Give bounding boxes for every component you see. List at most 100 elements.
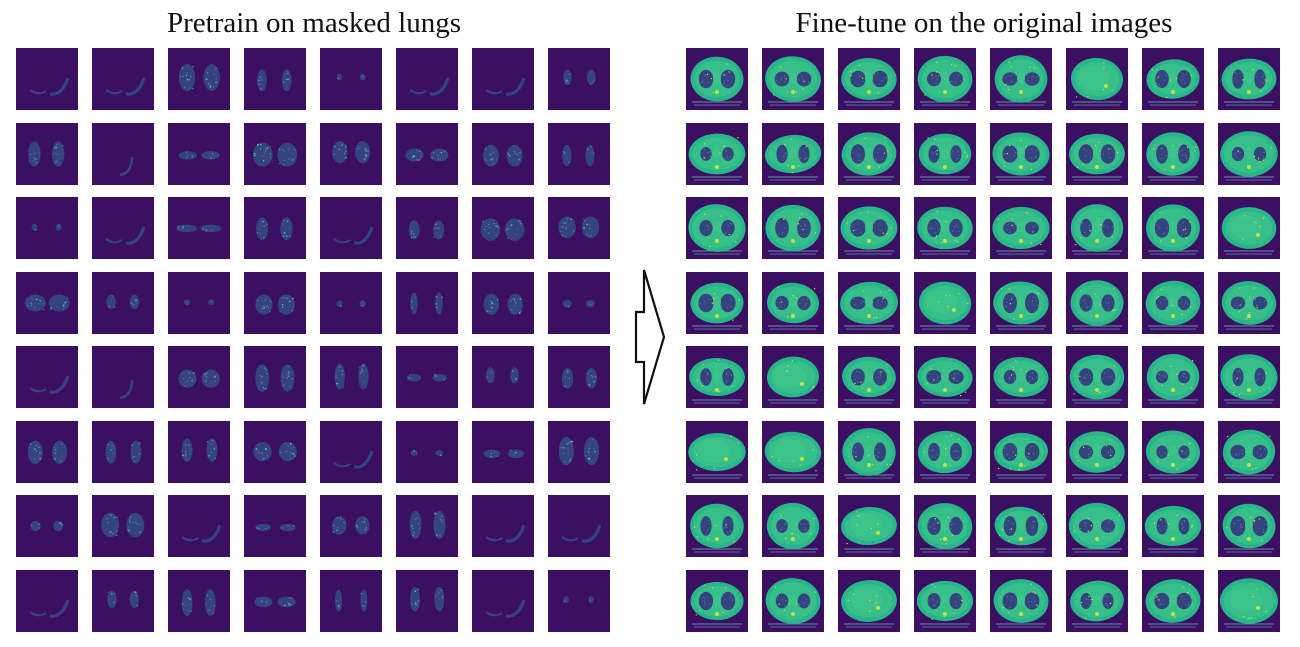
ct-scan-thumbnail	[762, 346, 824, 408]
masked-lung-thumbnail	[92, 346, 154, 408]
masked-lung-thumbnail	[168, 569, 230, 632]
masked-lung-thumbnail	[16, 48, 78, 110]
ct-scan-thumbnail	[762, 420, 824, 483]
masked-lung-thumbnail	[244, 495, 306, 557]
masked-lung-thumbnail	[472, 569, 534, 632]
masked-lung-thumbnail	[396, 420, 458, 483]
masked-lung-thumbnail	[396, 122, 458, 185]
masked-lung-thumbnail	[396, 495, 458, 557]
ct-scan-thumbnail	[1066, 495, 1128, 557]
ct-scan-thumbnail	[914, 197, 976, 259]
ct-scan-thumbnail	[1142, 420, 1204, 483]
masked-lung-thumbnail	[244, 48, 306, 110]
ct-scan-thumbnail	[686, 197, 748, 259]
ct-scan-thumbnail	[914, 569, 976, 632]
masked-lung-thumbnail	[168, 48, 230, 110]
ct-scan-thumbnail	[1218, 495, 1280, 557]
ct-scan-thumbnail	[1142, 495, 1204, 557]
ct-scan-thumbnail	[686, 122, 748, 185]
masked-lung-thumbnail	[92, 420, 154, 483]
ct-scan-thumbnail	[914, 420, 976, 483]
masked-lung-thumbnail	[548, 495, 610, 557]
masked-lung-thumbnail	[320, 122, 382, 185]
ct-scan-thumbnail	[914, 122, 976, 185]
ct-scan-thumbnail	[762, 271, 824, 334]
ct-scan-thumbnail	[990, 346, 1052, 408]
ct-scan-thumbnail	[762, 495, 824, 557]
ct-scan-thumbnail	[914, 346, 976, 408]
ct-scan-thumbnail	[914, 495, 976, 557]
ct-scan-thumbnail	[990, 197, 1052, 259]
masked-lung-thumbnail	[320, 346, 382, 408]
masked-lung-thumbnail	[548, 48, 610, 110]
ct-scan-thumbnail	[838, 271, 900, 334]
ct-scan-thumbnail	[1066, 346, 1128, 408]
ct-scan-thumbnail	[990, 122, 1052, 185]
masked-lung-thumbnail	[472, 346, 534, 408]
masked-lung-thumbnail	[472, 420, 534, 483]
ct-scan-thumbnail	[1142, 346, 1204, 408]
ct-scan-thumbnail	[1142, 197, 1204, 259]
masked-lung-thumbnail	[396, 346, 458, 408]
ct-scan-thumbnail	[990, 420, 1052, 483]
masked-lung-thumbnail	[320, 569, 382, 632]
panel-title-right: Fine-tune on the original images	[795, 7, 1173, 39]
masked-lung-thumbnail	[16, 346, 78, 408]
masked-lung-thumbnail	[548, 122, 610, 185]
ct-scan-thumbnail	[914, 271, 976, 334]
masked-lung-thumbnail	[92, 569, 154, 632]
masked-lung-thumbnail	[16, 197, 78, 259]
masked-lung-thumbnail	[168, 197, 230, 259]
ct-scan-thumbnail	[686, 346, 748, 408]
ct-scan-thumbnail	[1066, 197, 1128, 259]
masked-lung-thumbnail	[472, 48, 534, 110]
ct-scan-thumbnail	[1066, 271, 1128, 334]
ct-scan-thumbnail	[838, 48, 900, 110]
ct-scan-thumbnail	[1066, 48, 1128, 110]
masked-lung-thumbnail	[244, 197, 306, 259]
masked-lung-thumbnail	[168, 420, 230, 483]
ct-scan-thumbnail	[1218, 271, 1280, 334]
masked-lung-thumbnail	[168, 122, 230, 185]
masked-lung-thumbnail	[92, 197, 154, 259]
ct-scan-thumbnail	[1218, 569, 1280, 632]
masked-lung-thumbnail	[548, 197, 610, 259]
ct-scan-thumbnail	[914, 48, 976, 110]
ct-scan-thumbnail	[1066, 420, 1128, 483]
ct-scan-thumbnail	[1142, 122, 1204, 185]
masked-lung-thumbnail	[92, 48, 154, 110]
masked-lung-thumbnail	[92, 495, 154, 557]
ct-scan-thumbnail	[762, 569, 824, 632]
masked-lung-thumbnail	[16, 420, 78, 483]
ct-scan-thumbnail	[1218, 420, 1280, 483]
masked-lung-thumbnail	[244, 420, 306, 483]
masked-lung-thumbnail	[244, 346, 306, 408]
masked-lung-thumbnail	[320, 420, 382, 483]
hollow-right-arrow-icon	[634, 269, 666, 405]
masked-lung-thumbnail	[16, 271, 78, 334]
masked-lung-thumbnail	[244, 122, 306, 185]
masked-lung-thumbnail	[472, 197, 534, 259]
ct-scan-thumbnail	[838, 122, 900, 185]
masked-lung-thumbnail	[548, 346, 610, 408]
ct-scan-thumbnail	[762, 197, 824, 259]
ct-scan-thumbnail	[838, 346, 900, 408]
ct-scan-thumbnail	[990, 48, 1052, 110]
ct-scan-thumbnail	[990, 271, 1052, 334]
masked-lung-thumbnail	[320, 48, 382, 110]
masked-lung-thumbnail	[16, 495, 78, 557]
masked-lung-thumbnail	[548, 569, 610, 632]
masked-lung-thumbnail	[548, 271, 610, 334]
masked-lung-thumbnail	[396, 197, 458, 259]
ct-scan-thumbnail	[1218, 346, 1280, 408]
ct-scan-thumbnail	[1218, 122, 1280, 185]
ct-scan-thumbnail	[990, 495, 1052, 557]
masked-lung-thumbnail	[472, 495, 534, 557]
masked-lung-thumbnail	[92, 271, 154, 334]
masked-lung-thumbnail	[244, 271, 306, 334]
ct-scan-thumbnail	[838, 495, 900, 557]
masked-lung-thumbnail	[168, 495, 230, 557]
panel-title-left: Pretrain on masked lungs	[167, 7, 461, 39]
ct-scan-thumbnail	[838, 569, 900, 632]
ct-scan-thumbnail	[1142, 48, 1204, 110]
